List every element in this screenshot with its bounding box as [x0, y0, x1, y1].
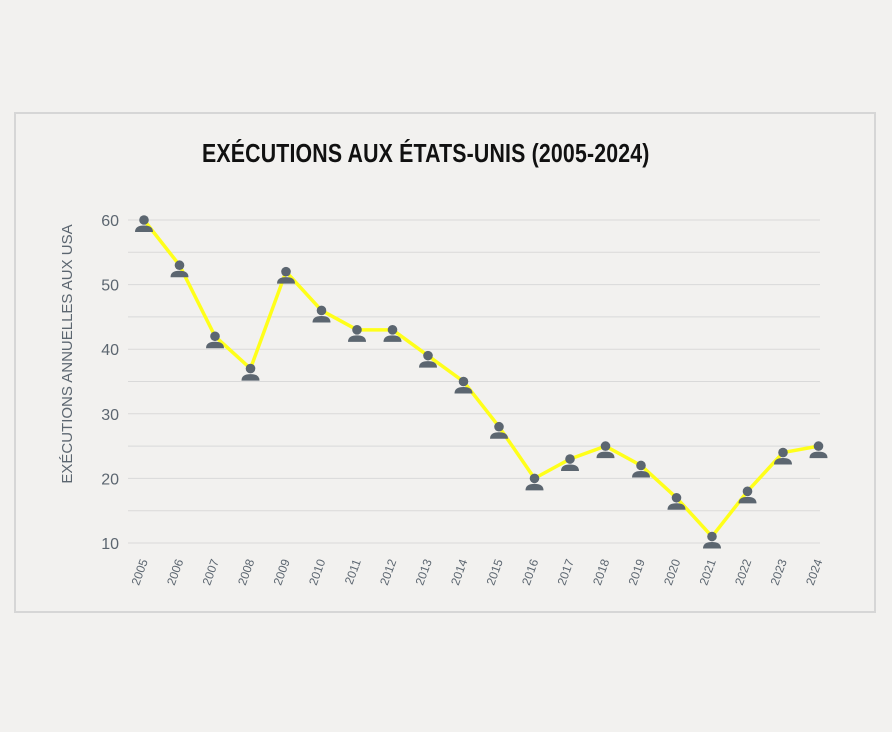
x-tick-label: 2007 — [200, 557, 222, 587]
x-tick-label: 2006 — [164, 557, 186, 587]
x-tick-label: 2022 — [732, 557, 754, 587]
x-tick-label: 2010 — [306, 557, 328, 587]
x-tick-label: 2021 — [697, 557, 719, 587]
y-tick-label: 50 — [101, 278, 119, 295]
x-tick-label: 2018 — [590, 557, 612, 587]
x-tick-label: 2020 — [661, 557, 683, 587]
data-point-person-icon — [170, 260, 189, 278]
x-tick-label: 2012 — [377, 557, 399, 587]
data-point-person-icon — [809, 441, 828, 459]
x-tick-label: 2023 — [768, 557, 790, 587]
x-tick-label: 2024 — [803, 557, 825, 587]
data-point-person-icon — [419, 350, 437, 368]
chart-panel: EXÉCUTIONS AUX ÉTATS-UNIS (2005-2024) — [14, 112, 876, 613]
y-tick-label: 60 — [101, 213, 119, 230]
y-axis-label: EXÉCUTIONS ANNUELLES AUX USA — [59, 224, 76, 483]
x-tick-label: 2009 — [271, 557, 293, 587]
data-point-person-icon — [454, 376, 473, 394]
chart-title: EXÉCUTIONS AUX ÉTATS-UNIS (2005-2024) — [202, 138, 650, 168]
x-tick-label: 2016 — [519, 557, 541, 587]
data-point-person-icon — [312, 305, 331, 323]
data-point-person-icon — [206, 331, 224, 349]
data-point-person-icon — [774, 447, 792, 465]
y-tick-label: 10 — [101, 536, 119, 553]
data-point-person-icon — [596, 441, 615, 459]
x-tick-label: 2014 — [448, 557, 470, 587]
data-point-person-icon — [703, 531, 721, 549]
x-tick-label: 2015 — [484, 557, 506, 587]
x-tick-label: 2008 — [235, 557, 257, 587]
data-point-person-icon — [135, 215, 153, 232]
y-tick-label: 20 — [101, 471, 119, 488]
data-point-person-icon — [632, 460, 650, 478]
x-tick-label: 2013 — [413, 557, 435, 587]
data-point-person-icon — [525, 473, 544, 491]
data-point-person-icon — [667, 492, 686, 510]
data-point-person-icon — [241, 363, 260, 381]
series-line — [142, 218, 821, 539]
x-tick-label: 2005 — [129, 557, 151, 587]
data-point-person-icon — [348, 325, 366, 342]
data-point-person-icon — [383, 325, 402, 342]
y-tick-label: 30 — [101, 407, 119, 424]
data-point-person-icon — [277, 266, 295, 284]
x-tick-label: 2019 — [626, 557, 648, 587]
x-tick-label: 2017 — [555, 557, 577, 587]
data-point-person-icon — [561, 454, 579, 472]
data-point-person-icon — [490, 421, 508, 439]
x-tick-label: 2011 — [342, 557, 364, 586]
y-tick-label: 40 — [101, 342, 119, 359]
data-point-person-icon — [738, 486, 757, 504]
